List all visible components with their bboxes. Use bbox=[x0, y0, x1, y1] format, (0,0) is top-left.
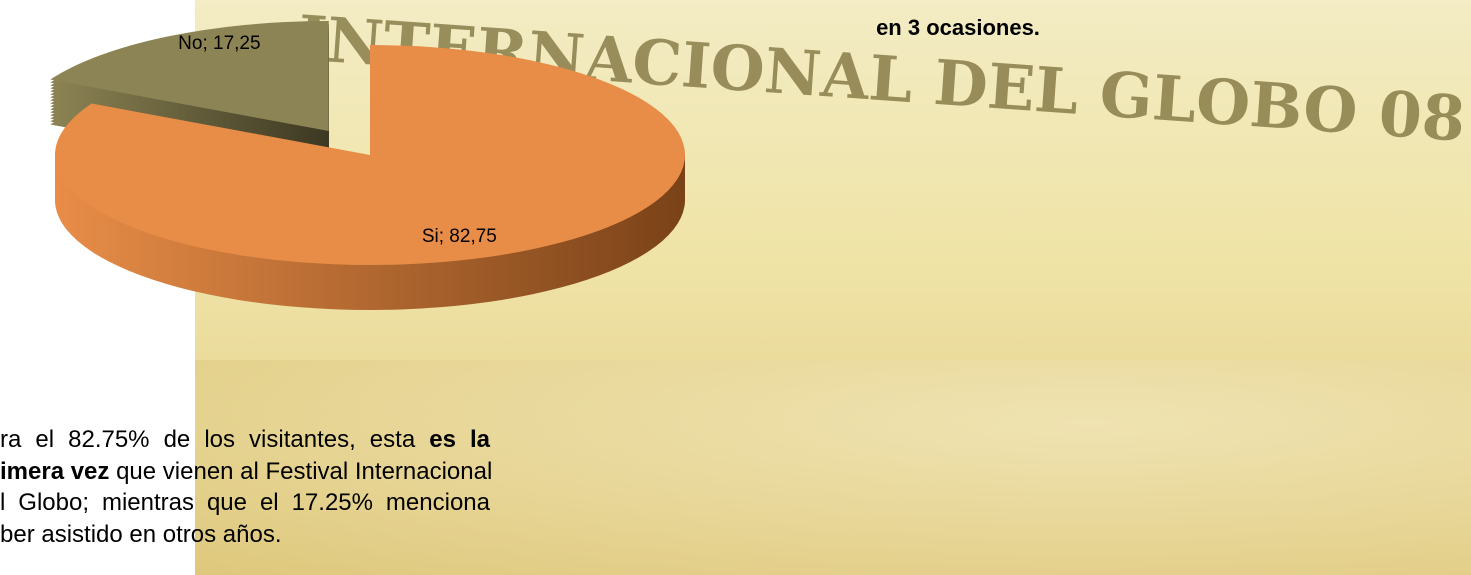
text-run: l Globo; mientras que el 17.25% menciona bbox=[0, 489, 490, 516]
text-run: que vienen al Festival Internacional bbox=[109, 457, 493, 485]
data-label: Si; 82,75 bbox=[422, 226, 497, 247]
paragraph-line: l Globo; mientras que el 17.25% menciona bbox=[0, 487, 490, 519]
text-run: ber asistido en otros años. bbox=[0, 520, 282, 548]
paragraph-line: ber asistido en otros años. bbox=[0, 519, 490, 551]
paragraph-line: imera vez que vienen al Festival Interna… bbox=[0, 456, 493, 488]
paragraph-line: ra el 82.75% de los visitantes, esta es … bbox=[0, 424, 490, 456]
text-run: ra el 82.75% de los visitantes, esta bbox=[0, 426, 430, 453]
text-run: imera vez bbox=[0, 457, 110, 485]
top-text: en 3 ocasiones. bbox=[876, 15, 1040, 40]
paragraph: ra el 82.75% de los visitantes, esta es … bbox=[0, 424, 493, 551]
pie-slice bbox=[55, 45, 686, 265]
background-hills bbox=[195, 360, 1471, 575]
pie-slice bbox=[50, 21, 329, 132]
text-run: es la bbox=[429, 426, 490, 453]
data-label: No; 17,25 bbox=[178, 33, 260, 54]
